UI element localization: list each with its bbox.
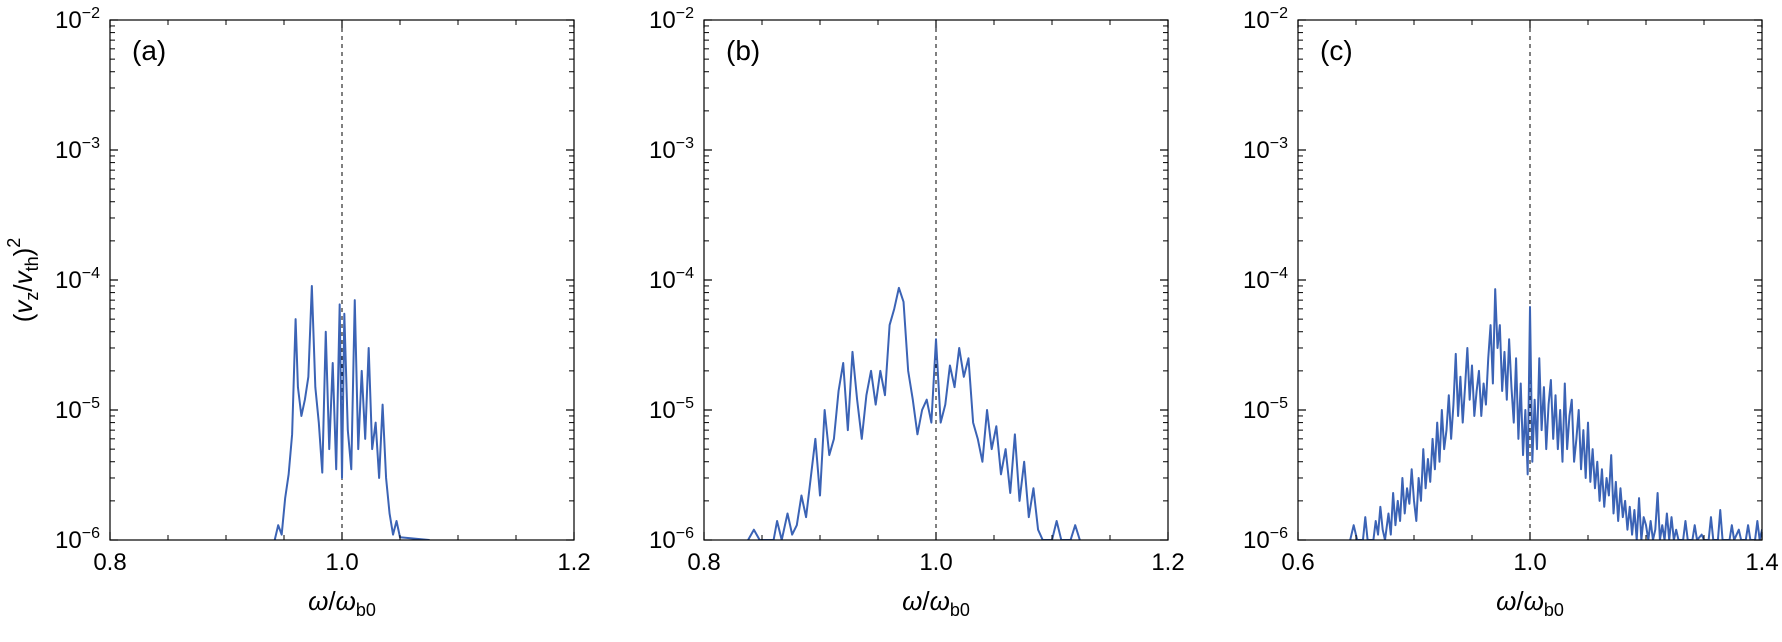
panel-label: (a)	[132, 35, 166, 66]
x-tick-label: 1.0	[325, 549, 358, 576]
y-tick-label: 10−3	[55, 135, 100, 164]
y-tick-label: 10−5	[55, 395, 100, 424]
x-tick-label: 1.2	[1151, 549, 1184, 576]
figure-row: 10−610−510−410−310−20.81.01.2ω/ωb0(vz/vt…	[0, 0, 1782, 642]
x-tick-label: 1.4	[1745, 549, 1778, 576]
panel-b: 10−610−510−410−310−20.81.01.2ω/ωb0(b)	[594, 0, 1188, 642]
y-tick-label: 10−3	[1243, 135, 1288, 164]
y-tick-label: 10−4	[649, 265, 694, 294]
y-axis-label: (vz/vth)2	[4, 238, 42, 323]
x-axis-label: ω/ωb0	[308, 586, 376, 620]
x-tick-label: 1.2	[557, 549, 590, 576]
x-tick-label: 0.8	[93, 549, 126, 576]
x-axis-label: ω/ωb0	[902, 586, 970, 620]
spectrum-series	[1350, 289, 1762, 540]
y-tick-label: 10−4	[55, 265, 100, 294]
panel-label: (b)	[726, 35, 760, 66]
y-tick-label: 10−5	[649, 395, 694, 424]
y-tick-label: 10−3	[649, 135, 694, 164]
spectrum-series	[748, 288, 1080, 540]
y-tick-label: 10−2	[1243, 5, 1288, 34]
spectrum-series	[275, 286, 429, 540]
panel-a: 10−610−510−410−310−20.81.01.2ω/ωb0(vz/vt…	[0, 0, 594, 642]
x-axis-label: ω/ωb0	[1496, 586, 1564, 620]
panel-label: (c)	[1320, 35, 1353, 66]
x-tick-label: 1.0	[919, 549, 952, 576]
x-tick-label: 1.0	[1513, 549, 1546, 576]
y-tick-label: 10−2	[649, 5, 694, 34]
panel-c: 10−610−510−410−310−20.61.01.4ω/ωb0(c)	[1188, 0, 1782, 642]
y-tick-label: 10−2	[55, 5, 100, 34]
y-tick-label: 10−4	[1243, 265, 1288, 294]
x-tick-label: 0.8	[687, 549, 720, 576]
x-tick-label: 0.6	[1281, 549, 1314, 576]
y-tick-label: 10−5	[1243, 395, 1288, 424]
